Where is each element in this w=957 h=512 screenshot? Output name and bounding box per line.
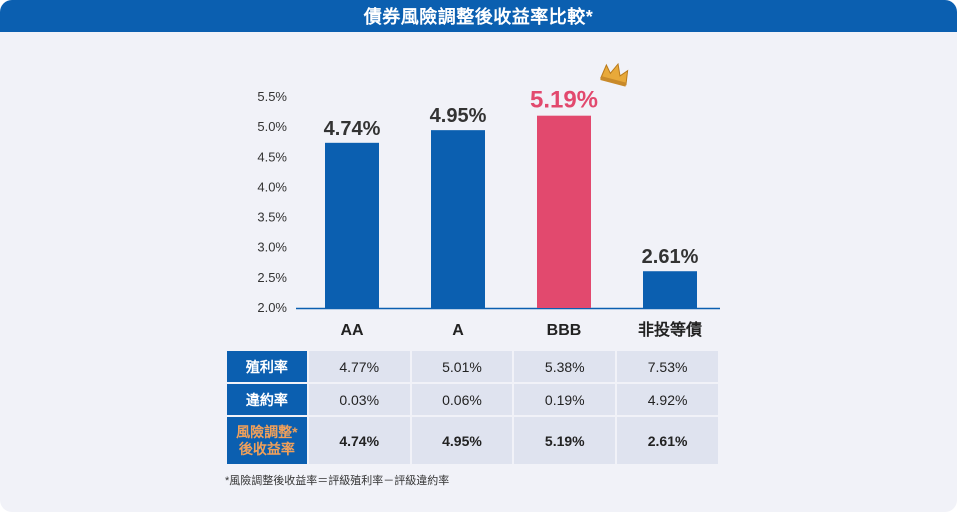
data-label: 2.61%: [642, 246, 699, 268]
bar-chart: 5.5% 5.0% 4.5% 4.0% 3.5% 3.0% 2.5% 2.0% 4.74% AA 4…: [257, 62, 720, 339]
row-label-default-rate: 違約率: [227, 384, 307, 415]
table-cell: 4.74%: [308, 417, 410, 464]
y-tick-label: 3.0%: [257, 240, 287, 255]
x-tick-label: BBB: [547, 322, 582, 339]
table-row: 風險調整* 後收益率 4.74% 4.95% 5.19% 2.61%: [227, 417, 718, 464]
table-cell: 0.06%: [411, 384, 513, 415]
page-title: 債券風險調整後收益率比較*: [0, 0, 957, 32]
bar: [325, 142, 379, 308]
table-cell: 4.95%: [411, 417, 513, 464]
footnote: *風險調整後收益率＝評級殖利率－評級違約率: [225, 475, 450, 487]
y-tick-label: 5.5%: [257, 89, 287, 104]
table-cell: 7.53%: [617, 351, 718, 382]
y-tick-label: 5.0%: [257, 119, 287, 134]
table-cell: 5.01%: [411, 351, 513, 382]
row-label-line: 後收益率: [238, 440, 295, 457]
table-cell: 0.03%: [308, 384, 410, 415]
y-tick-label: 2.0%: [257, 300, 287, 315]
y-tick-label: 3.5%: [257, 210, 287, 225]
bar: [431, 130, 485, 308]
x-tick-label: AA: [340, 322, 364, 339]
row-label-yield: 殖利率: [227, 351, 307, 382]
x-tick-label: A: [452, 322, 464, 339]
row-label-risk-adjusted: 風險調整* 後收益率: [227, 417, 307, 464]
y-tick-label: 4.0%: [257, 179, 287, 194]
data-label: 4.74%: [324, 118, 381, 140]
x-tick-label: 非投等債: [638, 320, 702, 339]
bar: [537, 115, 591, 308]
y-tick-label: 4.5%: [257, 149, 287, 164]
bar: [643, 271, 697, 308]
row-label-line: 風險調整*: [236, 423, 298, 440]
table-row: 違約率 0.03% 0.06% 0.19% 4.92%: [227, 384, 718, 415]
table-cell: 4.92%: [617, 384, 718, 415]
table-cell: 5.19%: [514, 417, 616, 464]
data-label: 5.19%: [530, 87, 598, 114]
table-row: 殖利率 4.77% 5.01% 5.38% 7.53%: [227, 351, 718, 382]
table-cell: 2.61%: [617, 417, 718, 464]
data-label: 4.95%: [430, 105, 487, 127]
crown-icon: [600, 62, 629, 87]
table-cell: 4.77%: [308, 351, 410, 382]
data-table: 殖利率 4.77% 5.01% 5.38% 7.53% 違約率 0.03% 0.…: [225, 349, 720, 466]
y-tick-label: 2.5%: [257, 270, 287, 285]
table-cell: 0.19%: [514, 384, 616, 415]
table-cell: 5.38%: [514, 351, 616, 382]
